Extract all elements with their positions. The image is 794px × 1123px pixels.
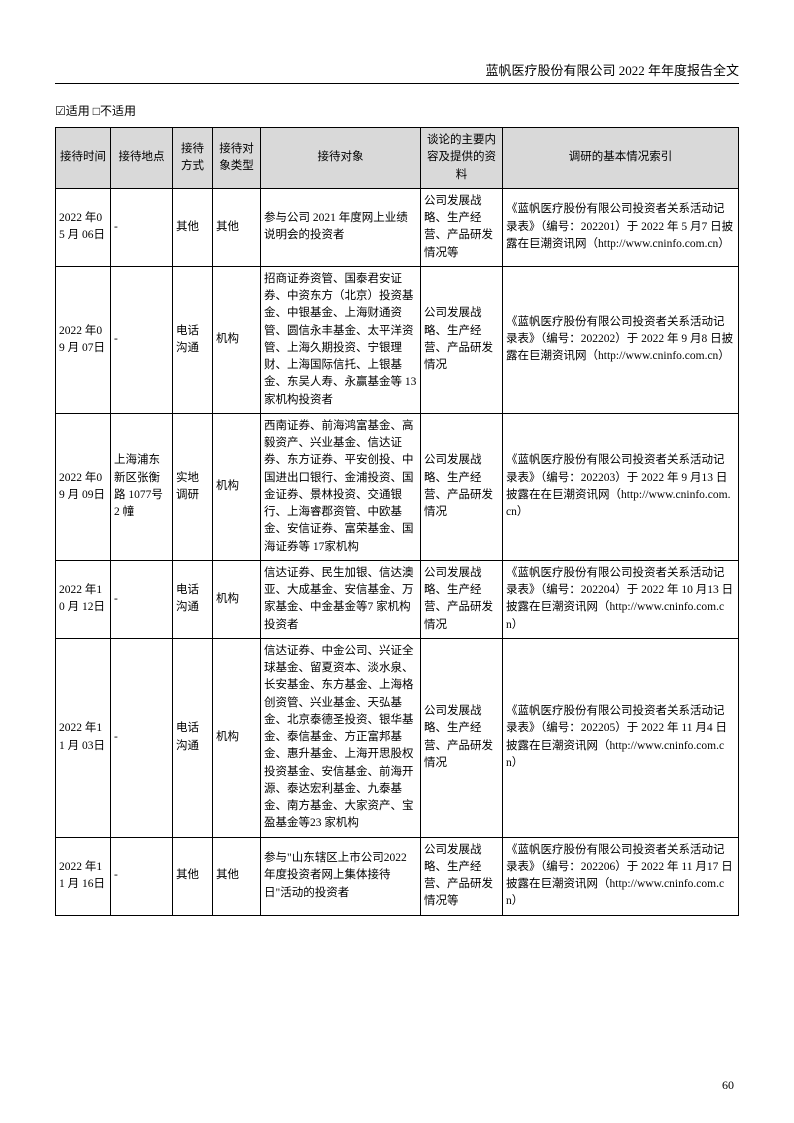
cell-location: - bbox=[111, 560, 173, 638]
cell-content: 公司发展战略、生产经营、产品研发情况等 bbox=[421, 837, 503, 915]
cell-ref: 《蓝帆医疗股份有限公司投资者关系活动记录表》（编号：202206）于 2022 … bbox=[503, 837, 739, 915]
cell-method: 实地调研 bbox=[173, 413, 213, 560]
cell-target: 参与"山东辖区上市公司2022 年度投资者网上集体接待日"活动的投资者 bbox=[261, 837, 421, 915]
cell-content: 公司发展战略、生产经营、产品研发情况等 bbox=[421, 188, 503, 266]
th-content: 谈论的主要内容及提供的资料 bbox=[421, 128, 503, 189]
cell-date: 2022 年10 月 12日 bbox=[56, 560, 111, 638]
checkbox-empty-icon bbox=[93, 104, 100, 118]
th-ref: 调研的基本情况索引 bbox=[503, 128, 739, 189]
applicability-line: 适用 不适用 bbox=[55, 102, 739, 119]
cell-type: 机构 bbox=[213, 266, 261, 413]
cell-content: 公司发展战略、生产经营、产品研发情况 bbox=[421, 413, 503, 560]
cell-target: 西南证券、前海鸿富基金、高毅资产、兴业基金、信达证券、东方证券、平安创投、中国进… bbox=[261, 413, 421, 560]
page-header: 蓝帆医疗股份有限公司 2022 年年度报告全文 bbox=[55, 60, 739, 84]
cell-date: 2022 年05 月 06日 bbox=[56, 188, 111, 266]
cell-target: 信达证券、民生加银、信达澳亚、大成基金、安信基金、万家基金、中金基金等7 家机构… bbox=[261, 560, 421, 638]
cell-date: 2022 年09 月 09日 bbox=[56, 413, 111, 560]
checkbox-checked-icon bbox=[55, 104, 66, 118]
cell-content: 公司发展战略、生产经营、产品研发情况 bbox=[421, 638, 503, 837]
not-applicable-label: 不适用 bbox=[100, 104, 136, 118]
cell-date: 2022 年11 月 03日 bbox=[56, 638, 111, 837]
cell-type: 其他 bbox=[213, 837, 261, 915]
cell-target: 参与公司 2021 年度网上业绩说明会的投资者 bbox=[261, 188, 421, 266]
cell-method: 其他 bbox=[173, 837, 213, 915]
table-row: 2022 年09 月 09日 上海浦东新区张衡路 1077号 2 幢 实地调研 … bbox=[56, 413, 739, 560]
th-date: 接待时间 bbox=[56, 128, 111, 189]
th-location: 接待地点 bbox=[111, 128, 173, 189]
table-row: 2022 年10 月 12日 - 电话沟通 机构 信达证券、民生加银、信达澳亚、… bbox=[56, 560, 739, 638]
reception-table: 接待时间 接待地点 接待方式 接待对象类型 接待对象 谈论的主要内容及提供的资料… bbox=[55, 127, 739, 916]
cell-location: 上海浦东新区张衡路 1077号 2 幢 bbox=[111, 413, 173, 560]
cell-method: 电话沟通 bbox=[173, 638, 213, 837]
table-row: 2022 年05 月 06日 - 其他 其他 参与公司 2021 年度网上业绩说… bbox=[56, 188, 739, 266]
cell-ref: 《蓝帆医疗股份有限公司投资者关系活动记录表》（编号：202204）于 2022 … bbox=[503, 560, 739, 638]
cell-ref: 《蓝帆医疗股份有限公司投资者关系活动记录表》（编号：202202）于 2022 … bbox=[503, 266, 739, 413]
cell-ref: 《蓝帆医疗股份有限公司投资者关系活动记录表》（编号：202201）于 2022 … bbox=[503, 188, 739, 266]
th-method: 接待方式 bbox=[173, 128, 213, 189]
cell-type: 机构 bbox=[213, 560, 261, 638]
th-type: 接待对象类型 bbox=[213, 128, 261, 189]
cell-method: 电话沟通 bbox=[173, 266, 213, 413]
cell-content: 公司发展战略、生产经营、产品研发情况 bbox=[421, 266, 503, 413]
table-row: 2022 年09 月 07日 - 电话沟通 机构 招商证券资管、国泰君安证券、中… bbox=[56, 266, 739, 413]
applicable-label: 适用 bbox=[66, 104, 90, 118]
cell-ref: 《蓝帆医疗股份有限公司投资者关系活动记录表》（编号：202205）于 2022 … bbox=[503, 638, 739, 837]
cell-target: 信达证券、中金公司、兴证全球基金、留夏资本、淡水泉、长安基金、东方基金、上海格创… bbox=[261, 638, 421, 837]
cell-type: 机构 bbox=[213, 638, 261, 837]
table-header-row: 接待时间 接待地点 接待方式 接待对象类型 接待对象 谈论的主要内容及提供的资料… bbox=[56, 128, 739, 189]
cell-date: 2022 年09 月 07日 bbox=[56, 266, 111, 413]
table-row: 2022 年11 月 16日 - 其他 其他 参与"山东辖区上市公司2022 年… bbox=[56, 837, 739, 915]
cell-date: 2022 年11 月 16日 bbox=[56, 837, 111, 915]
cell-ref: 《蓝帆医疗股份有限公司投资者关系活动记录表》（编号：202203）于 2022 … bbox=[503, 413, 739, 560]
table-row: 2022 年11 月 03日 - 电话沟通 机构 信达证券、中金公司、兴证全球基… bbox=[56, 638, 739, 837]
cell-location: - bbox=[111, 266, 173, 413]
cell-location: - bbox=[111, 837, 173, 915]
page-number: 60 bbox=[722, 1078, 734, 1093]
cell-target: 招商证券资管、国泰君安证券、中资东方（北京）投资基金、中银基金、上海财通资管、圆… bbox=[261, 266, 421, 413]
cell-method: 电话沟通 bbox=[173, 560, 213, 638]
cell-location: - bbox=[111, 188, 173, 266]
cell-type: 其他 bbox=[213, 188, 261, 266]
cell-method: 其他 bbox=[173, 188, 213, 266]
cell-content: 公司发展战略、生产经营、产品研发情况 bbox=[421, 560, 503, 638]
cell-location: - bbox=[111, 638, 173, 837]
th-target: 接待对象 bbox=[261, 128, 421, 189]
cell-type: 机构 bbox=[213, 413, 261, 560]
